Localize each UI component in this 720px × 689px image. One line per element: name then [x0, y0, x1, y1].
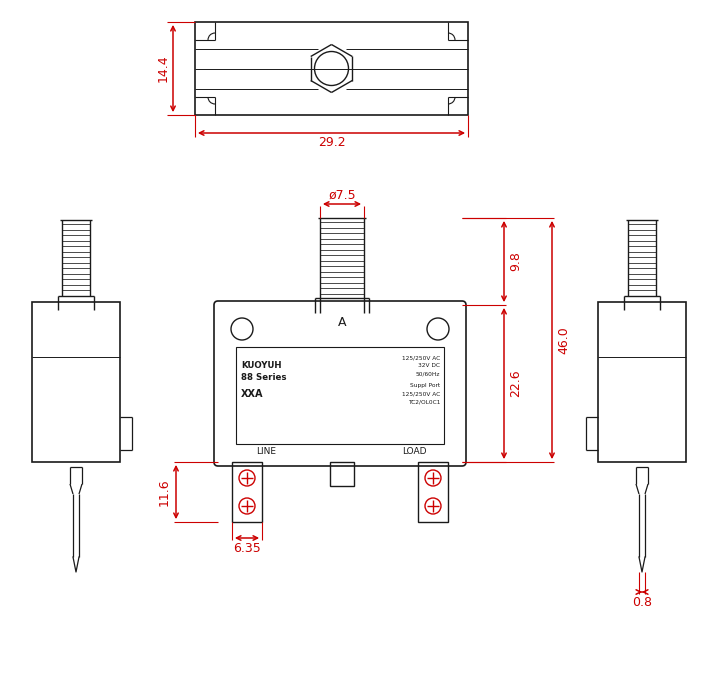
Bar — [598, 302, 686, 462]
Text: 29.2: 29.2 — [318, 136, 346, 150]
Text: 46.0: 46.0 — [557, 326, 570, 354]
Bar — [330, 462, 354, 486]
Text: 125/250V AC: 125/250V AC — [402, 391, 440, 396]
Bar — [418, 462, 448, 522]
Text: 22.6: 22.6 — [510, 370, 523, 398]
Bar — [32, 302, 120, 462]
Text: 11.6: 11.6 — [158, 478, 171, 506]
Text: KUOYUH: KUOYUH — [241, 361, 282, 370]
Text: Suppl Port: Suppl Port — [410, 383, 440, 388]
Bar — [236, 347, 444, 444]
Text: 125/250V AC: 125/250V AC — [402, 355, 440, 360]
Text: TC2/OL0C1: TC2/OL0C1 — [408, 399, 440, 404]
Text: 88 Series: 88 Series — [241, 373, 287, 382]
Text: 50/60Hz: 50/60Hz — [415, 371, 440, 376]
Bar — [232, 462, 262, 522]
Text: XXA: XXA — [241, 389, 264, 399]
Text: LOAD: LOAD — [402, 447, 426, 457]
Text: 0.8: 0.8 — [632, 595, 652, 608]
Bar — [195, 22, 468, 115]
Text: 14.4: 14.4 — [156, 54, 169, 82]
Text: LINE: LINE — [256, 447, 276, 457]
Text: ø7.5: ø7.5 — [328, 189, 356, 201]
Text: 6.35: 6.35 — [233, 542, 261, 555]
Text: 9.8: 9.8 — [510, 251, 523, 271]
Text: A: A — [338, 316, 346, 329]
Text: 32V DC: 32V DC — [418, 363, 440, 368]
